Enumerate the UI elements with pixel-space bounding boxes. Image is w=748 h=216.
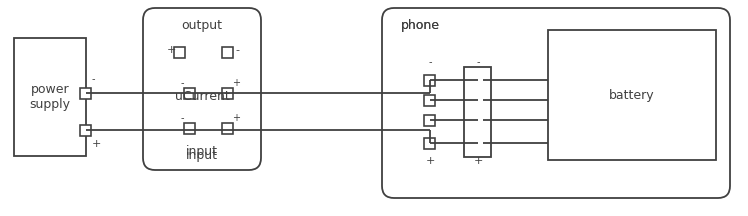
Bar — [222, 46, 233, 57]
Text: power
supply: power supply — [29, 83, 70, 111]
Text: -: - — [180, 78, 184, 88]
Bar — [473, 75, 483, 86]
Text: -: - — [429, 57, 432, 67]
Text: -: - — [92, 74, 96, 84]
Text: uCurrent: uCurrent — [174, 89, 230, 103]
Text: +: + — [166, 45, 176, 55]
Bar — [425, 114, 435, 125]
Bar — [548, 30, 716, 160]
Bar — [222, 122, 233, 133]
Bar — [425, 75, 435, 86]
Bar — [473, 138, 483, 149]
Text: +: + — [426, 156, 435, 166]
FancyBboxPatch shape — [382, 8, 730, 198]
Text: -: - — [180, 113, 184, 123]
Text: -: - — [235, 45, 239, 55]
Bar — [81, 87, 91, 98]
Bar — [185, 122, 195, 133]
Text: +: + — [473, 156, 482, 166]
Text: phone: phone — [400, 19, 440, 32]
Text: +: + — [92, 139, 102, 149]
Bar — [185, 87, 195, 98]
FancyBboxPatch shape — [143, 8, 261, 170]
Bar — [14, 38, 86, 156]
Text: battery: battery — [609, 89, 654, 102]
Text: input: input — [186, 149, 218, 162]
Text: -: - — [476, 57, 479, 67]
Text: input: input — [186, 146, 218, 159]
Bar — [222, 87, 233, 98]
Bar — [425, 138, 435, 149]
Text: phone: phone — [400, 19, 440, 32]
Bar — [174, 46, 186, 57]
Bar — [465, 67, 491, 157]
Text: +: + — [232, 113, 240, 123]
Text: +: + — [232, 78, 240, 88]
Bar — [425, 95, 435, 105]
Text: output: output — [182, 19, 222, 32]
Bar — [473, 95, 483, 105]
Bar — [81, 124, 91, 135]
Bar — [473, 114, 483, 125]
